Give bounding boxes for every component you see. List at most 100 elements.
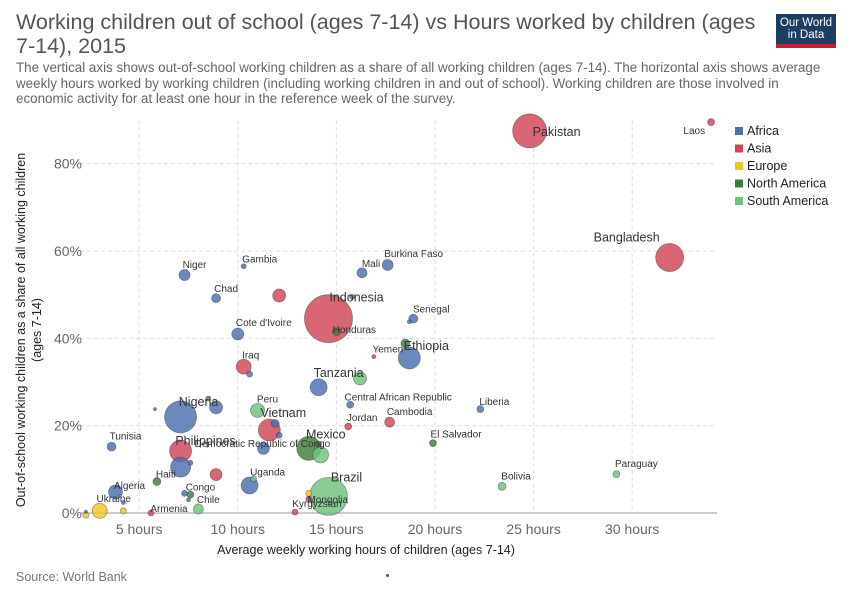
point-unlabeled[interactable] bbox=[349, 293, 356, 300]
grid-lines bbox=[80, 120, 717, 513]
point-unlabeled[interactable] bbox=[205, 395, 212, 402]
point-unlabeled[interactable] bbox=[153, 407, 157, 411]
label-ukraine: Ukraine bbox=[96, 494, 131, 505]
point-unlabeled[interactable] bbox=[250, 475, 257, 483]
label-algeria: Algeria bbox=[114, 481, 146, 492]
point-tanzania[interactable] bbox=[309, 378, 328, 397]
point-democratic-republic-of-congo[interactable] bbox=[170, 456, 191, 478]
logo-line-2: in Data bbox=[787, 29, 825, 41]
legend-label[interactable]: South America bbox=[747, 194, 828, 208]
point-unlabeled[interactable] bbox=[181, 489, 188, 497]
logo-line-1: Our World bbox=[779, 17, 833, 29]
point-liberia[interactable] bbox=[476, 405, 485, 413]
point-central-african-republic[interactable] bbox=[346, 400, 355, 409]
label-democratic-republic-of-congo: Democratic Republic of Congo bbox=[195, 439, 331, 450]
point-chile[interactable] bbox=[192, 503, 204, 515]
point-unlabeled[interactable] bbox=[406, 319, 412, 325]
point-niger[interactable] bbox=[178, 269, 191, 281]
point-kyrgyzstan[interactable] bbox=[291, 508, 299, 516]
label-bangladesh: Bangladesh bbox=[594, 231, 660, 245]
label-kyrgyzstan: Kyrgyzstan bbox=[292, 499, 341, 510]
chart-title: Working children out of school (ages 7-1… bbox=[16, 10, 756, 58]
label-tanzania: Tanzania bbox=[314, 366, 364, 380]
point-nigeria[interactable] bbox=[164, 400, 197, 434]
point-unlabeled[interactable] bbox=[209, 468, 223, 481]
label-haiti: Haiti bbox=[156, 470, 176, 481]
x-tick-label: 30 hours bbox=[605, 521, 659, 537]
x-tick-label: 25 hours bbox=[506, 521, 560, 537]
point-unlabeled[interactable] bbox=[353, 371, 367, 386]
point-cote-d-ivoire[interactable] bbox=[231, 327, 245, 341]
point-jordan[interactable] bbox=[344, 422, 353, 431]
data-points bbox=[82, 113, 715, 519]
legend-swatch[interactable] bbox=[735, 197, 743, 205]
label-mongolia: Mongolia bbox=[307, 495, 348, 506]
point-paraguay[interactable] bbox=[612, 470, 621, 479]
label-chad: Chad bbox=[214, 284, 238, 295]
point-armenia[interactable] bbox=[147, 509, 155, 517]
point-chad[interactable] bbox=[211, 293, 221, 304]
label-honduras: Honduras bbox=[333, 325, 376, 336]
point-algeria[interactable] bbox=[108, 484, 123, 500]
point-gambia[interactable] bbox=[240, 263, 247, 270]
legend-swatch[interactable] bbox=[735, 144, 743, 153]
legend-label[interactable]: North America bbox=[747, 177, 826, 191]
point-unlabeled[interactable] bbox=[272, 288, 287, 303]
point-bolivia[interactable] bbox=[497, 481, 507, 491]
legend-swatch[interactable] bbox=[735, 127, 743, 135]
legend-label[interactable]: Africa bbox=[747, 124, 779, 138]
label-chile: Chile bbox=[197, 495, 220, 506]
label-armenia: Armenia bbox=[150, 504, 188, 515]
point-unlabeled[interactable] bbox=[315, 440, 323, 448]
point-unlabeled[interactable] bbox=[186, 497, 191, 503]
point-mali[interactable] bbox=[356, 267, 368, 279]
point-unlabeled[interactable] bbox=[257, 441, 270, 455]
label-yemen: Yemen bbox=[372, 345, 403, 356]
label-nigeria: Nigeria bbox=[179, 395, 219, 409]
point-unlabeled[interactable] bbox=[400, 338, 411, 349]
point-unlabeled[interactable] bbox=[209, 400, 223, 415]
legend-label[interactable]: Europe bbox=[747, 159, 787, 173]
point-yemen[interactable] bbox=[371, 354, 377, 360]
point-unlabeled[interactable] bbox=[187, 459, 194, 466]
point-iraq[interactable] bbox=[235, 358, 252, 375]
point-pakistan[interactable] bbox=[512, 113, 548, 149]
point-unlabeled[interactable] bbox=[120, 500, 126, 505]
point-cambodia[interactable] bbox=[384, 416, 396, 428]
point-haiti[interactable] bbox=[152, 477, 162, 486]
point-ethiopia[interactable] bbox=[397, 346, 421, 370]
point-laos[interactable] bbox=[707, 118, 715, 127]
y-axis-title-line-1: Out-of-school working children as a shar… bbox=[14, 153, 28, 507]
point-ukraine[interactable] bbox=[91, 502, 108, 519]
point-tunisia[interactable] bbox=[106, 441, 117, 452]
y-tick-label: 80% bbox=[54, 156, 82, 172]
legend-swatch[interactable] bbox=[735, 179, 743, 188]
label-iraq: Iraq bbox=[242, 351, 259, 362]
point-unlabeled[interactable] bbox=[305, 489, 313, 497]
point-el-salvador[interactable] bbox=[429, 439, 437, 448]
axes: 0% 20% 40% 60% 80% 5 hours 10 hours 15 hours 20 … bbox=[54, 156, 717, 537]
point-indonesia[interactable] bbox=[304, 294, 353, 344]
point-burkina-faso[interactable] bbox=[381, 259, 394, 271]
point-unlabeled[interactable] bbox=[312, 446, 330, 464]
label-uganda: Uganda bbox=[250, 467, 285, 478]
point-bangladesh[interactable] bbox=[655, 243, 685, 272]
x-axis-title: Average weekly working hours of children… bbox=[217, 543, 515, 557]
legend-swatch[interactable] bbox=[735, 162, 743, 170]
point-unlabeled[interactable] bbox=[275, 431, 283, 439]
point-unlabeled[interactable] bbox=[119, 507, 127, 515]
y-tick-label: 60% bbox=[54, 243, 82, 259]
label-mali: Mali bbox=[362, 259, 380, 270]
point-unlabeled[interactable] bbox=[270, 419, 280, 428]
label-cote-d-ivoire: Cote d'Ivoire bbox=[236, 318, 292, 329]
label-paraguay: Paraguay bbox=[615, 459, 658, 470]
label-cambodia: Cambodia bbox=[387, 407, 433, 418]
point-unlabeled[interactable] bbox=[84, 509, 88, 514]
legend-label[interactable]: Asia bbox=[747, 142, 771, 156]
point-peru[interactable] bbox=[250, 402, 265, 418]
x-tick-label: 5 hours bbox=[116, 521, 163, 537]
label-pakistan: Pakistan bbox=[533, 125, 581, 139]
owid-logo[interactable]: Our World in Data bbox=[776, 14, 836, 48]
point-honduras[interactable] bbox=[331, 327, 341, 337]
point-unlabeled[interactable] bbox=[246, 370, 254, 378]
